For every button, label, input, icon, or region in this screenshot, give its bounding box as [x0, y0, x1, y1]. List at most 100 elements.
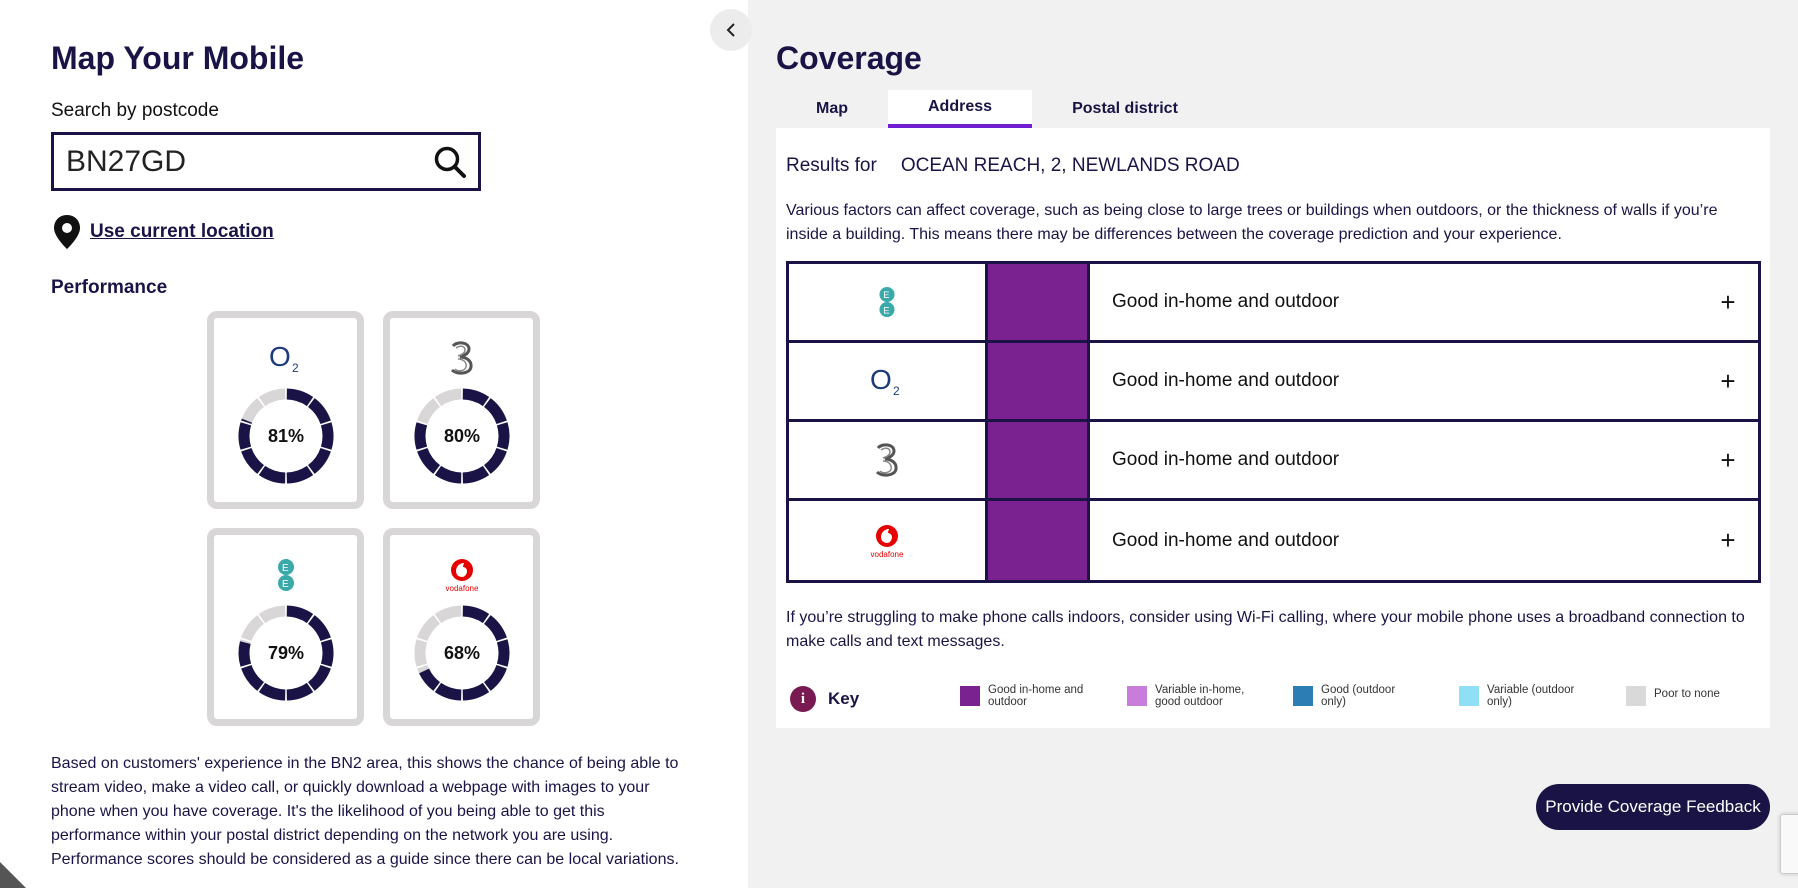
donut-segment-filled — [307, 398, 331, 425]
donut-segment-filled — [307, 447, 331, 474]
location-pin-icon — [54, 215, 80, 249]
donut-segment-filled — [258, 465, 286, 484]
key-title: Key — [828, 689, 860, 708]
info-icon[interactable]: i — [790, 686, 816, 712]
donut-segment-filled — [419, 668, 441, 691]
tab-postal-district[interactable]: Postal district — [1072, 100, 1178, 117]
expand-plus-icon[interactable]: + — [1720, 525, 1736, 555]
donut-segment-filled — [286, 388, 314, 407]
results-prefix: Results for — [786, 155, 877, 176]
donut-segment-filled — [241, 664, 265, 691]
percentage-label: 79% — [267, 642, 305, 663]
svg-text:E: E — [883, 304, 889, 315]
coverage-swatch — [988, 343, 1090, 419]
key-label: Variable (outdoor only) — [1487, 684, 1575, 708]
key-swatch — [1459, 686, 1479, 706]
tab-map[interactable]: Map — [816, 100, 848, 117]
search-label: Search by postcode — [51, 100, 219, 121]
search-icon — [434, 146, 466, 178]
donut-segment-filled — [414, 422, 428, 450]
coverage-swatch — [988, 422, 1090, 498]
donut-segment-empty — [417, 398, 441, 425]
donut-segment-filled — [483, 615, 507, 642]
expand-plus-icon[interactable]: + — [1720, 286, 1736, 317]
svg-text:E: E — [883, 289, 889, 300]
donut-segment-empty — [417, 615, 441, 642]
results-address: OCEAN REACH, 2, NEWLANDS ROAD — [900, 155, 1240, 176]
recaptcha-badge[interactable] — [1780, 814, 1798, 874]
donut-segment-filled — [496, 422, 510, 450]
donut-segment-filled — [434, 465, 462, 484]
three-logo-icon — [390, 338, 533, 378]
wifi-calling-note: If you’re struggling to make phone calls… — [786, 609, 1745, 650]
coverage-row-vodafone: vodafone Good in-home and outdoor + — [789, 501, 1758, 580]
donut-chart — [414, 605, 510, 701]
collapse-panel-button[interactable] — [710, 9, 752, 51]
three-logo-icon — [789, 422, 988, 498]
donut-segment-empty — [434, 605, 462, 624]
donut-segment-filled — [462, 682, 490, 701]
coverage-swatch — [988, 264, 1090, 340]
provide-feedback-button[interactable]: Provide Coverage Feedback — [1536, 784, 1770, 830]
use-location[interactable]: Use current location — [52, 214, 274, 250]
svg-text:2: 2 — [292, 361, 299, 375]
vodafone-wordmark: vodafone — [445, 584, 478, 593]
right-panel: Coverage Map Address Postal district Res… — [748, 0, 1798, 888]
donut-segment-empty — [434, 388, 462, 407]
donut-chart — [414, 388, 510, 484]
donut-segment-empty — [241, 398, 265, 423]
performance-card-three: 80% — [383, 311, 540, 509]
search-button[interactable] — [430, 143, 470, 181]
coverage-key: i Key Good in-home and outdoor Variable … — [790, 684, 1750, 714]
key-swatch — [1293, 686, 1313, 706]
donut-segment-filled — [238, 641, 252, 667]
key-swatch — [1626, 686, 1646, 706]
use-location-link[interactable]: Use current location — [90, 221, 274, 242]
coverage-status: Good in-home and outdoor — [1112, 370, 1340, 391]
page-title: Map Your Mobile — [51, 40, 305, 76]
donut-segment-filled — [241, 447, 265, 474]
expand-plus-icon[interactable]: + — [1720, 365, 1736, 396]
expand-plus-icon[interactable]: + — [1720, 444, 1736, 475]
donut-segment-empty — [241, 615, 265, 642]
donut-segment-filled — [462, 605, 490, 624]
donut-segment-empty — [414, 639, 428, 667]
donut-segment-filled — [483, 447, 507, 474]
key-swatch — [1127, 686, 1147, 706]
donut-segment-filled — [320, 639, 334, 667]
donut-segment-filled — [462, 388, 490, 407]
coverage-tabs: Map Address Postal district — [776, 90, 1218, 128]
postcode-input[interactable] — [66, 141, 416, 183]
coverage-status: Good in-home and outdoor — [1112, 529, 1340, 551]
coverage-status: Good in-home and outdoor — [1112, 449, 1340, 470]
vodafone-wordmark: vodafone — [871, 550, 904, 559]
coverage-row-three: Good in-home and outdoor + — [789, 422, 1758, 501]
key-label: Good in-home and outdoor — [988, 684, 1084, 708]
donut-segment-filled — [434, 682, 462, 701]
key-label: Poor to none — [1654, 688, 1720, 700]
key-label: Variable in-home, good outdoor — [1155, 684, 1245, 708]
tab-address[interactable]: Address — [888, 90, 1032, 128]
chevron-left-icon — [726, 23, 735, 37]
percentage-label: 68% — [443, 642, 481, 663]
postcode-search-box — [51, 132, 481, 191]
performance-description: Based on customers' experience in the BN… — [51, 755, 679, 868]
key-item: Good in-home and outdoor — [960, 684, 1098, 708]
coverage-disclaimer: Various factors can affect coverage, suc… — [786, 202, 1718, 243]
donut-segment-filled — [286, 465, 314, 484]
svg-text:2: 2 — [893, 384, 900, 398]
key-item: Good (outdoor only) — [1293, 684, 1411, 708]
donut-segment-filled — [258, 682, 286, 701]
results-heading: Results for OCEAN REACH, 2, NEWLANDS ROA… — [786, 155, 1240, 177]
key-label: Good (outdoor only) — [1321, 684, 1396, 708]
results-panel: Results for OCEAN REACH, 2, NEWLANDS ROA… — [776, 128, 1770, 728]
coverage-title: Coverage — [776, 40, 922, 76]
donut-segment-filled — [286, 605, 314, 624]
